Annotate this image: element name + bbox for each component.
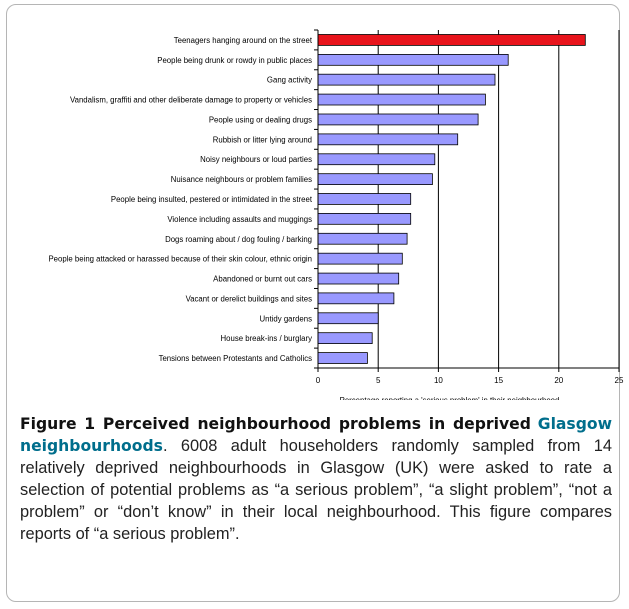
bar [317,232,408,245]
category-label: Abandoned or burnt out cars [213,275,312,284]
bar [317,153,436,166]
category-label: Gang activity [267,76,312,85]
bar [317,312,379,325]
bar [317,173,433,185]
bar [317,332,373,345]
x-tick-label: 20 [554,376,563,385]
bar [317,93,486,106]
bar [317,133,459,146]
category-label: Nuisance neighbours or problem families [171,175,312,184]
category-label: People being insulted, pestered or intim… [111,195,313,204]
x-tick-label: 0 [316,376,321,385]
category-label: Tensions between Protestants and Catholi… [159,354,313,363]
figure-caption: Figure 1 Perceived neighbourhood problem… [20,413,612,545]
category-label: Vacant or derelict buildings and sites [186,294,313,303]
caption-title: Figure 1 Perceived neighbourhood problem… [20,415,531,433]
category-label: People being attacked or harassed becaus… [48,255,312,264]
bar [317,212,412,225]
category-label: Dogs roaming about / dog fouling / barki… [165,235,312,244]
bar [317,272,400,285]
bar [317,292,395,305]
category-label: People being drunk or rowdy in public pl… [157,56,312,65]
caption-title-continued: Glasgow neighbourhoods [20,415,612,455]
bar [317,113,479,126]
x-tick-label: 10 [434,376,443,385]
category-label: Violence including assaults and muggings [167,215,312,224]
bar [317,352,368,364]
x-tick-label: 25 [615,376,624,385]
category-label: House break-ins / burglary [221,334,313,343]
category-label: Rubbish or litter lying around [213,135,312,144]
category-label: Teenagers hanging around on the street [174,36,313,45]
bar [317,193,412,205]
category-label: Noisy neighbours or loud parties [200,155,312,164]
x-tick-label: 5 [376,376,381,385]
bar [317,252,403,265]
category-label: Untidy gardens [260,314,313,323]
x-axis-label: Percentage reporting a 'serious problem'… [340,396,560,400]
bar [317,54,509,66]
category-label: Vandalism, graffiti and other deliberate… [70,96,312,105]
caption-body: . 6008 adult householders randomly sampl… [20,437,612,543]
x-tick-label: 15 [494,376,503,385]
bar-chart: Teenagers hanging around on the street Pe… [48,29,624,400]
category-label: People using or dealing drugs [209,116,312,125]
bar [317,73,496,86]
bar [317,34,586,46]
